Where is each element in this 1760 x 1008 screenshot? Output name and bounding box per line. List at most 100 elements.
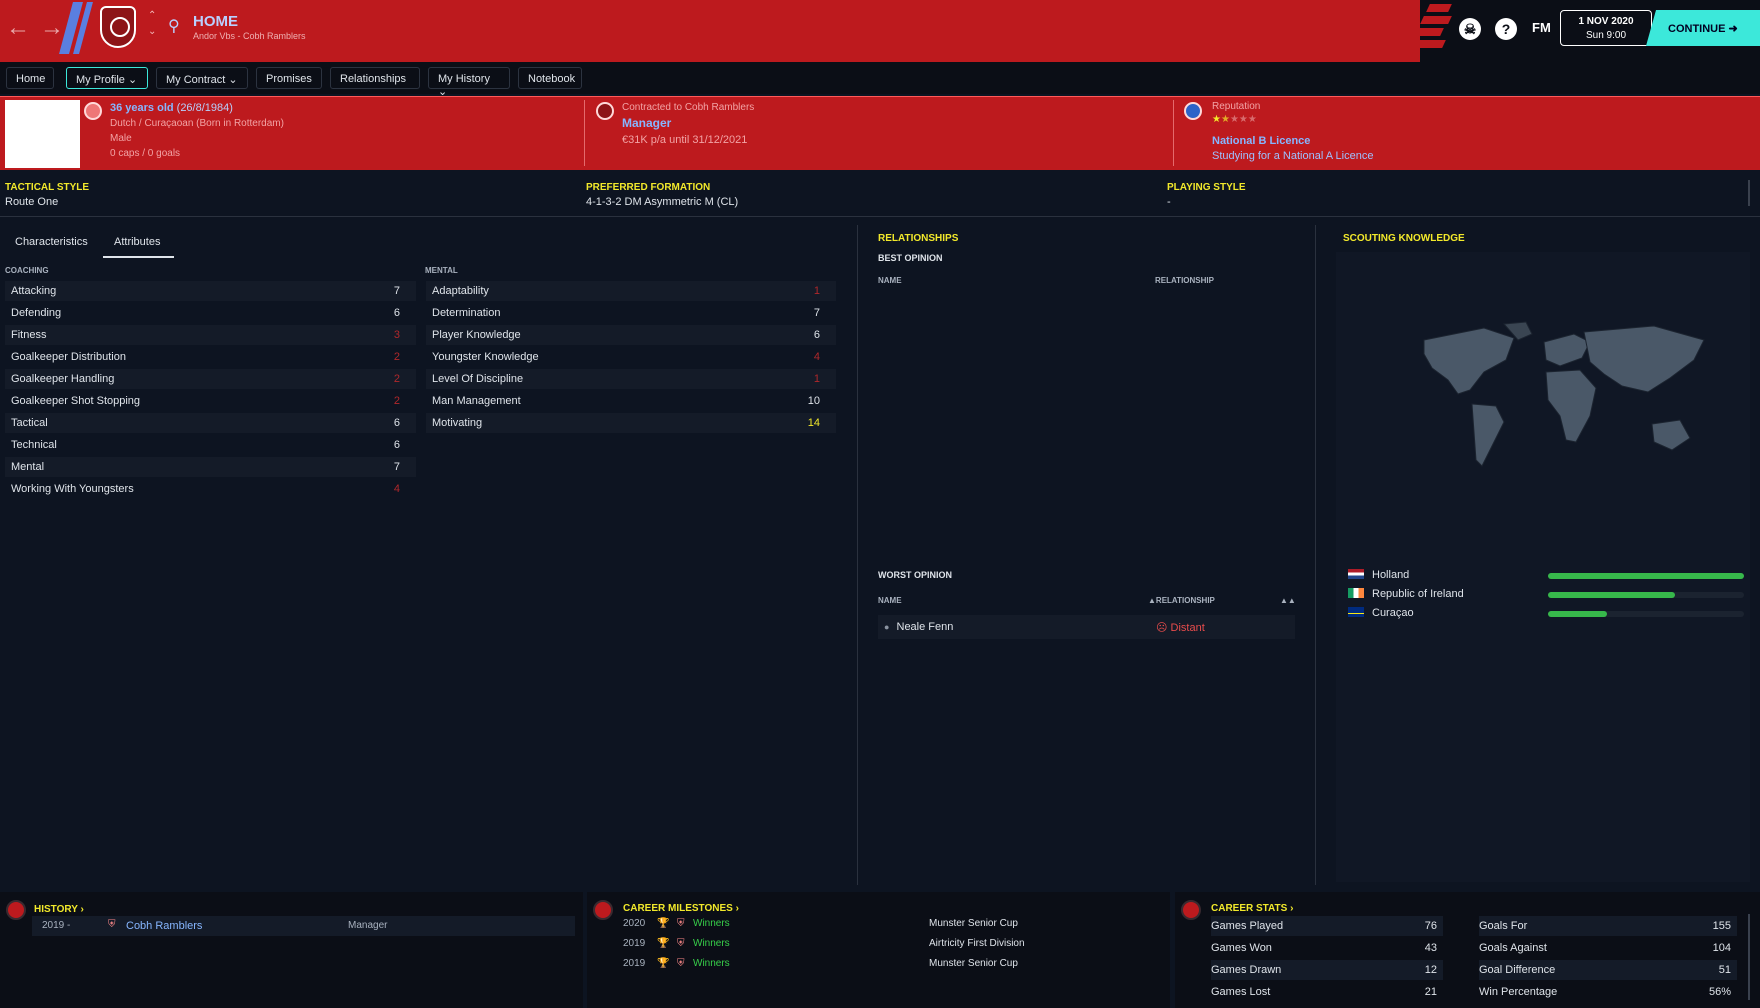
greenland-shape bbox=[1502, 321, 1533, 341]
stat-value: 21 bbox=[1424, 986, 1437, 998]
tab-my-contract[interactable]: My Contract ⌄ bbox=[156, 67, 248, 89]
tab-relationships[interactable]: Relationships bbox=[330, 67, 420, 89]
tab-label: Notebook bbox=[528, 73, 576, 85]
attribute-row[interactable]: Determination 7 bbox=[426, 303, 836, 323]
attribute-name: Adaptability bbox=[432, 285, 489, 297]
milestone-row[interactable]: 2019 🏆 ⛨ Winners Airtricity First Divisi… bbox=[623, 938, 1163, 956]
attribute-value: 7 bbox=[393, 285, 400, 297]
tactical-style-value: Route One bbox=[5, 196, 59, 208]
divider bbox=[1173, 100, 1174, 166]
tab-notebook[interactable]: Notebook bbox=[518, 67, 582, 89]
attribute-row[interactable]: Man Management 10 bbox=[426, 391, 836, 411]
stat-row: Games Played 76 bbox=[1211, 916, 1443, 936]
attribute-row[interactable]: Level Of Discipline 1 bbox=[426, 369, 836, 389]
licence-text: National B Licence bbox=[1212, 135, 1311, 147]
attribute-name: Attacking bbox=[11, 285, 57, 297]
attribute-value: 1 bbox=[813, 285, 820, 297]
reputation-label: Reputation bbox=[1212, 101, 1261, 112]
study-text: Studying for a National A Licence bbox=[1212, 150, 1374, 162]
attribute-row[interactable]: Mental 7 bbox=[5, 457, 416, 477]
attribute-name: Defending bbox=[11, 307, 62, 319]
tab-my-history[interactable]: My History ⌄ bbox=[428, 67, 510, 98]
chevron-up-icon[interactable]: ⌃ bbox=[148, 10, 157, 21]
role-text[interactable]: Manager bbox=[622, 116, 672, 130]
attribute-row[interactable]: Goalkeeper Shot Stopping 2 bbox=[5, 391, 416, 411]
attribute-row[interactable]: Player Knowledge 6 bbox=[426, 325, 836, 345]
milestone-row[interactable]: 2019 🏆 ⛨ Winners Munster Senior Cup bbox=[623, 958, 1163, 976]
tab-label: My Profile bbox=[76, 74, 125, 86]
tab-home[interactable]: Home bbox=[6, 67, 54, 89]
milestones-title-text: CAREER MILESTONES bbox=[623, 903, 733, 914]
career-stats-title-text: CAREER STATS bbox=[1211, 903, 1288, 914]
attribute-row[interactable]: Tactical 6 bbox=[5, 413, 416, 433]
club-crest-icon: ⛨ bbox=[677, 958, 685, 969]
name-column-header[interactable]: NAME bbox=[878, 596, 902, 605]
attribute-row[interactable]: Defending 6 bbox=[5, 303, 416, 323]
attribute-name: Goalkeeper Shot Stopping bbox=[11, 395, 141, 407]
relationship-status-text: Distant bbox=[1170, 622, 1205, 634]
table-row[interactable]: 2019 - ⛨ Cobh Ramblers Manager bbox=[32, 916, 575, 936]
attribute-row[interactable]: Technical 6 bbox=[5, 435, 416, 455]
tab-bar: Home My Profile ⌄ My Contract ⌄ Promises… bbox=[0, 62, 1760, 98]
career-stats-title[interactable]: CAREER STATS › bbox=[1211, 903, 1293, 914]
fm-menu-button[interactable]: FM bbox=[1532, 20, 1551, 35]
country-name: Curaçao bbox=[1372, 607, 1414, 619]
milestone-competition: Munster Senior Cup bbox=[929, 918, 1018, 929]
table-row[interactable]: ● Neale Fenn ☹ Distant bbox=[878, 615, 1295, 639]
milestone-result: Winners bbox=[693, 918, 730, 929]
attribute-row[interactable]: Motivating 14 bbox=[426, 413, 836, 433]
forward-arrow-icon[interactable]: → bbox=[40, 14, 64, 41]
europe-shape bbox=[1543, 333, 1591, 367]
netherlands-flag-icon bbox=[1348, 569, 1364, 579]
collapse-icon[interactable]: ▲▲ bbox=[1280, 596, 1296, 605]
age-text: 36 years old (26/8/1984) bbox=[110, 102, 233, 114]
stat-label: Games Won bbox=[1211, 942, 1272, 954]
stat-value: 76 bbox=[1424, 920, 1437, 932]
trophy-icon: 🏆 bbox=[657, 918, 670, 929]
header-stripe bbox=[1416, 28, 1444, 36]
header-stripe bbox=[1420, 16, 1452, 24]
continue-button[interactable]: CONTINUE ➜ bbox=[1646, 10, 1760, 46]
attribute-row[interactable]: Goalkeeper Distribution 2 bbox=[5, 347, 416, 367]
angry-face-icon: ☹ bbox=[1156, 622, 1168, 634]
tab-attributes[interactable]: Attributes bbox=[114, 236, 161, 248]
attribute-row[interactable]: Adaptability 1 bbox=[426, 281, 836, 301]
attribute-row[interactable]: Fitness 3 bbox=[5, 325, 416, 345]
attribute-row[interactable]: Youngster Knowledge 4 bbox=[426, 347, 836, 367]
stat-row: Games Lost 21 bbox=[1211, 982, 1443, 1002]
scrollbar[interactable] bbox=[1748, 180, 1750, 206]
attribute-row[interactable]: Working With Youngsters 4 bbox=[5, 479, 416, 499]
world-map bbox=[1423, 321, 1705, 467]
tab-promises[interactable]: Promises bbox=[256, 67, 322, 89]
tab-characteristics[interactable]: Characteristics bbox=[15, 236, 88, 248]
knowledge-bar-track bbox=[1548, 611, 1744, 617]
attribute-row[interactable]: Attacking 7 bbox=[5, 281, 416, 301]
date-display: 1 NOV 2020 Sun 9:00 bbox=[1560, 10, 1652, 46]
milestones-title[interactable]: CAREER MILESTONES › bbox=[623, 903, 739, 914]
trophy-icon bbox=[593, 900, 613, 920]
coaching-title: COACHING bbox=[5, 266, 49, 275]
name-column-header[interactable]: NAME bbox=[878, 276, 902, 285]
attribute-value: 6 bbox=[393, 439, 400, 451]
tab-my-profile[interactable]: My Profile ⌄ bbox=[66, 67, 148, 89]
history-year: 2019 - bbox=[42, 920, 71, 931]
relationships-title: RELATIONSHIPS bbox=[878, 233, 959, 244]
relationship-column-header[interactable]: RELATIONSHIP bbox=[1155, 276, 1214, 285]
chevron-down-icon[interactable]: ⌄ bbox=[148, 26, 157, 37]
scrollbar[interactable] bbox=[1748, 914, 1750, 1000]
stat-label: Goals For bbox=[1479, 920, 1528, 932]
milestone-competition: Munster Senior Cup bbox=[929, 958, 1018, 969]
skull-icon[interactable]: ☠ bbox=[1459, 18, 1481, 40]
search-icon[interactable]: ⚲ bbox=[168, 18, 180, 35]
relationship-column-header[interactable]: ▲RELATIONSHIP bbox=[1148, 596, 1215, 605]
club-badge-icon[interactable] bbox=[100, 6, 136, 48]
active-tab-underline bbox=[103, 256, 174, 258]
help-icon[interactable]: ? bbox=[1495, 18, 1517, 40]
history-title[interactable]: HISTORY › bbox=[34, 904, 84, 915]
formation-value: 4-1-3-2 DM Asymmetric M (CL) bbox=[586, 196, 739, 208]
back-arrow-icon[interactable]: ← bbox=[6, 14, 30, 41]
attribute-row[interactable]: Goalkeeper Handling 2 bbox=[5, 369, 416, 389]
stat-label: Goal Difference bbox=[1479, 964, 1556, 976]
milestone-row[interactable]: 2020 🏆 ⛨ Winners Munster Senior Cup bbox=[623, 918, 1163, 936]
attribute-value: 6 bbox=[393, 307, 400, 319]
